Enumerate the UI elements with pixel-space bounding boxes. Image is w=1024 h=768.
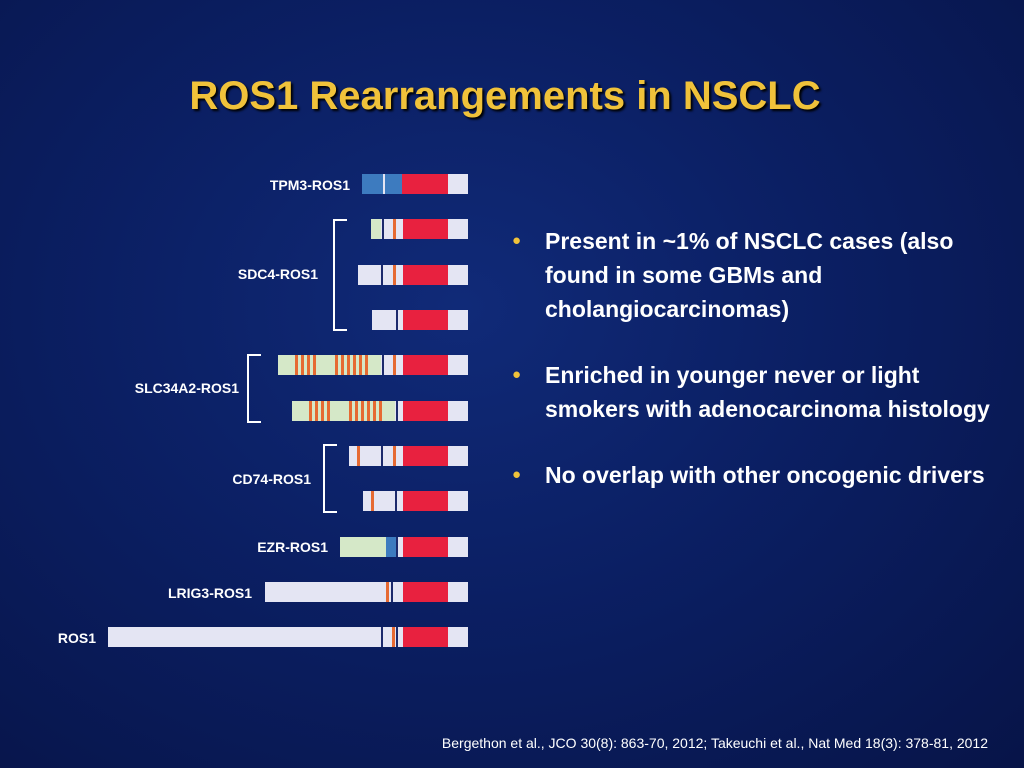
kinase-domain	[403, 537, 448, 557]
breakpoint-line	[396, 401, 398, 421]
fusion-bar-cd74-ros1-2	[363, 491, 468, 511]
bullet-item: ● Present in ~1% of NSCLC cases (also fo…	[512, 224, 992, 326]
fusion-label-ezr-ros1: EZR-ROS1	[257, 539, 328, 555]
coiled-coil-domain	[386, 537, 396, 557]
fusion-label-slc34a2-ros1: SLC34A2-ROS1	[134, 380, 239, 396]
kinase-domain	[403, 219, 448, 239]
transmembrane-domain	[392, 627, 395, 647]
transmembrane-domain	[371, 491, 374, 511]
breakpoint-line	[396, 627, 398, 647]
breakpoint-line	[382, 219, 384, 239]
fusion-bar-lrig3-ros1	[265, 582, 468, 602]
breakpoint-line	[381, 627, 383, 647]
breakpoint-line	[396, 310, 398, 330]
breakpoint-line	[391, 582, 393, 602]
citation: Bergethon et al., JCO 30(8): 863-70, 201…	[441, 735, 988, 751]
fusion-bar-sdc4-ros1-2	[358, 265, 468, 285]
coiled-coil-domain	[362, 174, 402, 194]
kinase-domain	[402, 174, 448, 194]
cd74-bracket	[323, 444, 337, 513]
bullet-text: No overlap with other oncogenic drivers	[545, 462, 985, 488]
breakpoint-line	[395, 491, 397, 511]
partner-domain	[371, 219, 381, 239]
transmembrane-domain	[357, 446, 360, 466]
bullet-dot-icon: ●	[512, 466, 522, 483]
kinase-domain	[403, 491, 448, 511]
fusion-bar-slc34a2-ros1-2	[292, 401, 468, 421]
fusion-label-sdc4-ros1: SDC4-ROS1	[237, 266, 318, 282]
bullet-item: ● Enriched in younger never or light smo…	[512, 358, 992, 426]
kinase-domain	[403, 310, 448, 330]
transmembrane-domain	[386, 582, 389, 602]
bullet-text: Present in ~1% of NSCLC cases (also foun…	[545, 228, 954, 322]
fusion-label-tpm3-ros1: TPM3-ROS1	[269, 177, 350, 193]
kinase-domain	[403, 582, 448, 602]
fusion-bar-sdc4-ros1-1	[371, 219, 468, 239]
kinase-domain	[403, 265, 448, 285]
breakpoint-line	[396, 537, 398, 557]
fusion-bar-cd74-ros1-1	[349, 446, 468, 466]
bullet-list: ● Present in ~1% of NSCLC cases (also fo…	[512, 224, 992, 524]
bullet-dot-icon: ●	[512, 366, 522, 383]
bullet-item: ● No overlap with other oncogenic driver…	[512, 458, 992, 492]
fusion-label-ros1: ROS1	[57, 630, 96, 646]
kinase-domain	[403, 446, 448, 466]
fusion-bar-ezr-ros1	[340, 537, 468, 557]
bullet-dot-icon: ●	[512, 232, 522, 249]
breakpoint-line	[382, 355, 384, 375]
breakpoint-line	[381, 265, 383, 285]
sdc4-bracket	[333, 219, 347, 331]
fusion-bar-ros1	[108, 627, 468, 647]
fusion-label-lrig3-ros1: LRIG3-ROS1	[167, 585, 252, 601]
bullet-text: Enriched in younger never or light smoke…	[545, 362, 990, 422]
fusion-bar-sdc4-ros1-3	[372, 310, 468, 330]
transmembrane-domain	[393, 446, 396, 466]
transmembrane-domain	[393, 355, 396, 375]
domain-separator	[383, 174, 385, 194]
kinase-domain	[403, 401, 448, 421]
transmembrane-domain	[393, 265, 396, 285]
transmembrane-domain	[393, 219, 396, 239]
slide-title: ROS1 Rearrangements in NSCLC	[189, 74, 821, 118]
slc34a2-bracket	[247, 354, 261, 423]
fusion-bar-slc34a2-ros1-1	[278, 355, 468, 375]
fusion-bar-tpm3-ros1	[362, 174, 468, 194]
kinase-domain	[403, 355, 448, 375]
partner-domain	[340, 537, 386, 557]
breakpoint-line	[381, 446, 383, 466]
fusion-label-cd74-ros1: CD74-ROS1	[232, 471, 311, 487]
kinase-domain	[403, 627, 448, 647]
